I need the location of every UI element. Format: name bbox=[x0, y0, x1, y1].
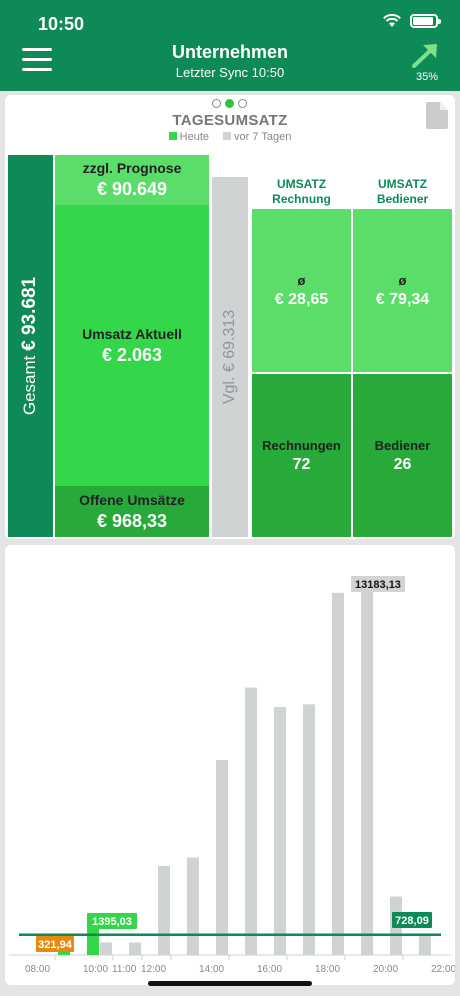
x-tick-18:00: 18:00 bbox=[315, 964, 340, 975]
bar-past-19:00 bbox=[361, 587, 373, 955]
wifi-icon bbox=[383, 14, 401, 27]
forecast-block[interactable]: zzgl. Prognose € 90.649 bbox=[55, 155, 209, 205]
daily-revenue-card: TAGESUMSATZ Heute vor 7 Tagen Gesamt € 9… bbox=[5, 95, 455, 539]
page-dot-2[interactable] bbox=[225, 99, 234, 108]
page-dot-1[interactable] bbox=[212, 99, 221, 108]
bar-past-16:00 bbox=[274, 707, 286, 955]
x-tick-16:00: 16:00 bbox=[257, 964, 282, 975]
data-label-1: 1395,03 bbox=[92, 916, 132, 928]
bar-past-11:00 bbox=[129, 942, 141, 955]
legend-past: vor 7 Tagen bbox=[223, 131, 291, 143]
x-tick-08:00: 08:00 bbox=[25, 964, 50, 975]
comparison-block[interactable]: Vgl. € 69.313 bbox=[212, 177, 248, 537]
legend-today: Heute bbox=[168, 131, 209, 143]
data-label-bg-0 bbox=[36, 936, 74, 952]
x-tick-11:00: 11:00 bbox=[112, 964, 137, 975]
bar-past-21:00 bbox=[419, 935, 431, 955]
hourly-revenue-chart[interactable]: 08:00 10:00 11:00 12:00 14:00 16:00 18:00 20:00… bbox=[5, 545, 455, 985]
bar-past-14:00 bbox=[216, 760, 228, 955]
hourly-chart-card: 08:00 10:00 11:00 12:00 14:00 16:00 18:00 20:00… bbox=[5, 545, 455, 985]
page-indicator[interactable] bbox=[212, 99, 247, 108]
bar-past-17:00 bbox=[303, 704, 315, 955]
trend-percent: 35% bbox=[415, 71, 438, 83]
bar-past-15:00 bbox=[245, 687, 257, 955]
comparison-value: Vgl. € 69.313 bbox=[221, 309, 239, 405]
status-icons bbox=[382, 14, 441, 28]
sync-status: Letzter Sync 10:50 bbox=[175, 65, 285, 80]
forecast-label: zzgl. Prognose bbox=[82, 160, 182, 176]
x-tick-10:00: 10:00 bbox=[83, 964, 108, 975]
invoice-header: UMSATZ Rechnung bbox=[272, 177, 331, 206]
home-indicator[interactable] bbox=[148, 981, 312, 986]
app-header: 10:50 Unternehmen Letzter Sync 10:50 35% bbox=[0, 0, 460, 91]
data-label-bg-3 bbox=[392, 912, 432, 928]
total-text: Gesamt € 93.681 bbox=[19, 276, 41, 416]
x-tick-22:00: 22:00 bbox=[431, 964, 455, 975]
total-block[interactable]: Gesamt € 93.681 bbox=[8, 155, 53, 537]
legend: Heute vor 7 Tagen bbox=[5, 131, 455, 143]
x-tick-20:00: 20:00 bbox=[373, 964, 398, 975]
current-revenue-block[interactable]: Umsatz Aktuell € 2.063 bbox=[55, 205, 209, 486]
data-label-0: 321,94 bbox=[38, 939, 73, 951]
open-revenue-block[interactable]: Offene Umsätze € 968,33 bbox=[55, 486, 209, 537]
current-revenue-value: € 2.063 bbox=[101, 344, 163, 365]
data-label-3: 728,09 bbox=[395, 915, 429, 927]
bar-past-13:00 bbox=[187, 857, 199, 955]
page-dot-3[interactable] bbox=[238, 99, 247, 108]
x-tick-14:00: 14:00 bbox=[199, 964, 224, 975]
bar-past-12:00 bbox=[158, 865, 170, 955]
card-title: TAGESUMSATZ bbox=[172, 112, 288, 129]
status-time: 10:50 bbox=[38, 14, 85, 34]
bar-past-18:00 bbox=[332, 592, 344, 955]
x-tick-12:00: 12:00 bbox=[141, 964, 166, 975]
invoice-count[interactable]: Rechnungen 72 bbox=[252, 374, 351, 537]
avg-per-server[interactable]: ø € 79,34 bbox=[353, 209, 452, 372]
data-label-bg-2 bbox=[351, 576, 405, 592]
page-title: Unternehmen bbox=[171, 42, 288, 62]
forecast-value: € 90.649 bbox=[96, 179, 168, 199]
data-label-2: 13183,13 bbox=[355, 579, 401, 591]
server-count[interactable]: Bediener 26 bbox=[353, 374, 452, 537]
menu-icon[interactable] bbox=[22, 48, 52, 72]
document-icon[interactable] bbox=[426, 102, 448, 129]
bar-past-10:00 bbox=[100, 942, 112, 955]
open-revenue-value: € 968,33 bbox=[96, 510, 168, 531]
server-header: UMSATZ Bediener bbox=[376, 177, 429, 206]
trend-up-icon[interactable] bbox=[410, 42, 440, 70]
current-revenue-label: Umsatz Aktuell bbox=[82, 325, 182, 342]
open-revenue-label: Offene Umsätze bbox=[79, 491, 185, 508]
battery-icon bbox=[410, 14, 441, 28]
avg-per-invoice[interactable]: ø € 28,65 bbox=[252, 209, 351, 372]
data-label-bg-1 bbox=[87, 913, 137, 929]
